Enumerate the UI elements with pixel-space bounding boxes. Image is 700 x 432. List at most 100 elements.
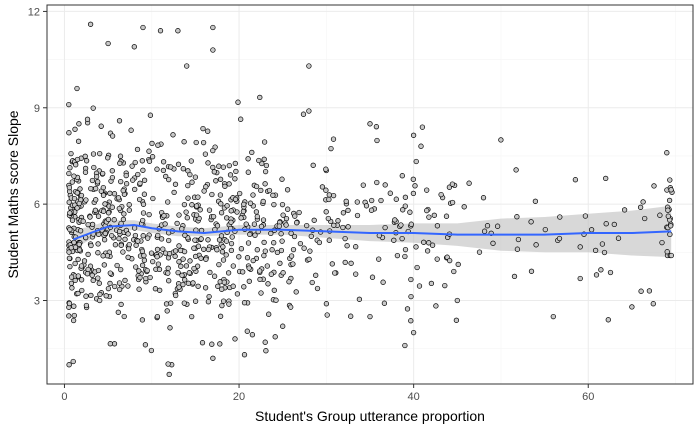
data-point bbox=[400, 207, 406, 213]
data-point bbox=[107, 270, 113, 276]
data-point bbox=[144, 267, 150, 274]
data-point bbox=[360, 182, 366, 188]
data-point bbox=[262, 339, 268, 345]
data-point bbox=[166, 176, 172, 183]
data-point bbox=[126, 241, 132, 248]
data-point bbox=[304, 222, 310, 229]
data-point bbox=[92, 207, 99, 213]
data-point bbox=[291, 233, 298, 240]
data-point bbox=[218, 210, 225, 216]
data-point bbox=[184, 63, 190, 69]
data-point bbox=[511, 273, 518, 280]
data-point bbox=[216, 163, 222, 169]
data-point bbox=[271, 240, 277, 246]
data-point bbox=[149, 154, 156, 160]
data-point bbox=[167, 325, 173, 331]
data-point bbox=[217, 341, 223, 347]
data-point bbox=[260, 217, 267, 223]
data-point bbox=[83, 293, 89, 299]
data-point bbox=[274, 249, 281, 256]
data-point bbox=[481, 228, 488, 234]
data-point bbox=[294, 220, 300, 226]
data-point bbox=[160, 159, 167, 165]
data-point bbox=[120, 216, 127, 223]
data-point bbox=[245, 156, 251, 162]
data-point bbox=[224, 215, 230, 221]
data-point bbox=[332, 270, 338, 276]
data-point bbox=[176, 212, 182, 218]
data-point bbox=[69, 285, 75, 291]
data-point bbox=[85, 266, 91, 273]
data-point bbox=[96, 280, 102, 286]
data-point bbox=[306, 108, 312, 114]
data-point bbox=[408, 318, 414, 324]
data-point bbox=[443, 213, 450, 219]
data-point bbox=[122, 277, 128, 284]
data-point bbox=[393, 196, 399, 202]
data-point bbox=[261, 156, 267, 162]
data-point bbox=[234, 291, 241, 297]
data-point bbox=[424, 207, 430, 214]
x-axis-title: Student's Group utterance proportion bbox=[255, 408, 485, 424]
data-point bbox=[141, 257, 148, 263]
data-point bbox=[426, 214, 432, 220]
data-point bbox=[280, 270, 286, 276]
data-point bbox=[244, 255, 251, 261]
data-point bbox=[150, 195, 156, 202]
data-point bbox=[257, 94, 263, 101]
y-axis-title: Student Maths score Slope bbox=[5, 110, 21, 278]
data-point bbox=[288, 230, 294, 236]
data-point bbox=[197, 207, 203, 213]
data-point bbox=[116, 280, 123, 286]
data-point bbox=[206, 207, 213, 213]
data-point bbox=[123, 172, 129, 179]
data-point bbox=[446, 184, 453, 190]
data-point bbox=[70, 358, 76, 365]
data-point bbox=[191, 245, 197, 251]
data-point bbox=[348, 260, 354, 266]
smooth-trend-line bbox=[72, 223, 672, 241]
data-point bbox=[319, 184, 326, 190]
data-point bbox=[394, 252, 401, 259]
data-point bbox=[324, 312, 330, 318]
data-point bbox=[330, 192, 337, 199]
data-point bbox=[225, 270, 232, 276]
data-point bbox=[664, 249, 670, 255]
data-point bbox=[73, 162, 79, 168]
data-point bbox=[78, 277, 85, 283]
data-point bbox=[166, 371, 172, 378]
data-point bbox=[140, 201, 147, 207]
data-point bbox=[140, 217, 146, 224]
data-point bbox=[105, 40, 111, 47]
data-point bbox=[250, 192, 256, 198]
data-point bbox=[176, 243, 182, 249]
data-point bbox=[542, 226, 548, 233]
data-point bbox=[273, 297, 279, 303]
data-point bbox=[363, 203, 370, 209]
data-point bbox=[192, 253, 199, 260]
data-point bbox=[254, 213, 260, 220]
data-point bbox=[173, 292, 179, 299]
data-point bbox=[205, 237, 211, 243]
data-point bbox=[160, 167, 167, 174]
data-point bbox=[260, 198, 266, 205]
data-point bbox=[170, 132, 176, 138]
data-point bbox=[103, 293, 109, 299]
data-point bbox=[67, 165, 73, 171]
data-point bbox=[453, 317, 460, 323]
data-point bbox=[80, 218, 86, 224]
data-point bbox=[76, 200, 82, 207]
data-point bbox=[66, 130, 72, 136]
data-point bbox=[528, 219, 534, 225]
data-point bbox=[279, 238, 285, 244]
data-point bbox=[224, 203, 230, 209]
data-point bbox=[297, 240, 304, 247]
data-point bbox=[638, 288, 644, 294]
data-point bbox=[67, 210, 73, 216]
data-point bbox=[223, 252, 229, 258]
data-point bbox=[218, 201, 224, 207]
data-point bbox=[84, 116, 91, 122]
data-point bbox=[410, 329, 417, 336]
data-point bbox=[230, 283, 236, 289]
data-point bbox=[74, 205, 80, 211]
